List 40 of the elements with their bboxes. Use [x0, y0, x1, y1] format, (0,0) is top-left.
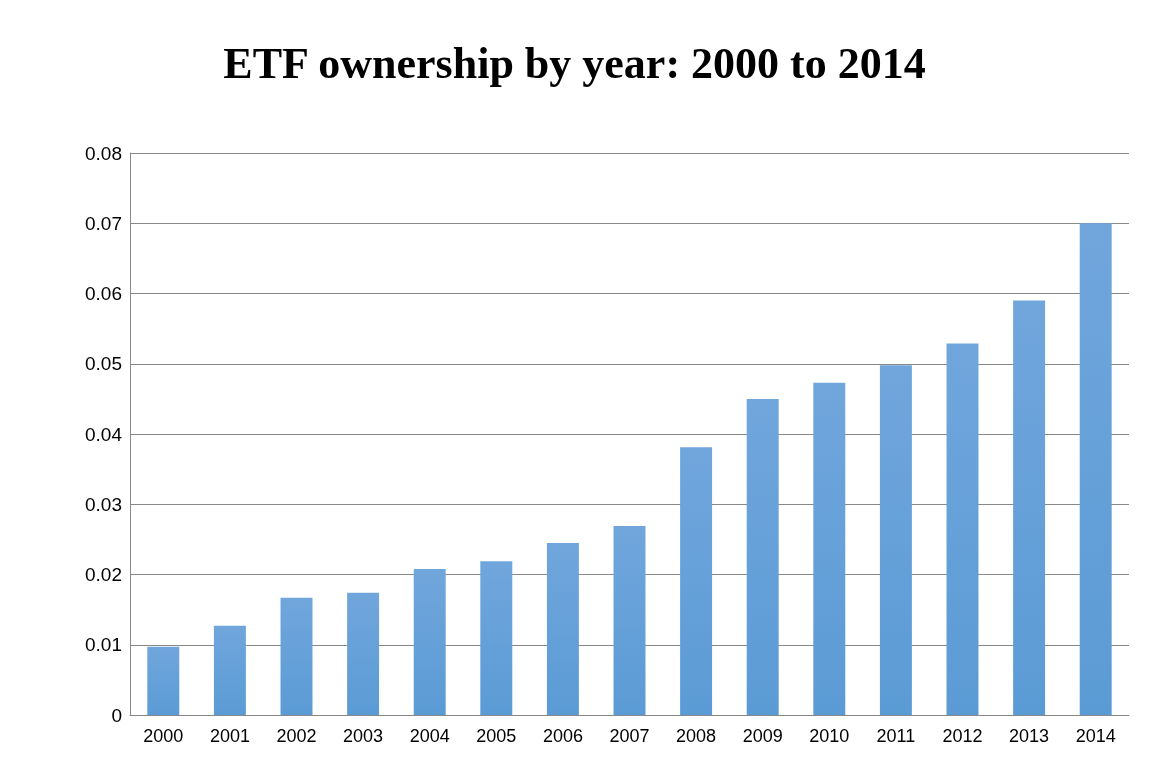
x-tick-label: 2002	[276, 726, 317, 746]
x-tick-label: 2007	[609, 726, 650, 746]
chart-title: ETF ownership by year: 2000 to 2014	[223, 38, 926, 88]
bar	[213, 625, 246, 715]
bar	[613, 526, 646, 715]
x-tick-label: 2003	[343, 726, 384, 746]
y-tick-label: 0.03	[85, 493, 122, 515]
x-tick-label: 2013	[1009, 726, 1050, 746]
x-tick-label: 2005	[476, 726, 517, 746]
x-tick-label: 2008	[676, 726, 717, 746]
y-tick-label: 0.08	[85, 142, 122, 164]
y-tick-label: 0.02	[85, 564, 122, 585]
y-tick-label: 0.06	[85, 283, 122, 304]
x-tick-label: 2001	[209, 726, 250, 746]
x-tick-label: 2011	[876, 726, 916, 746]
bar	[413, 568, 446, 715]
bar	[280, 597, 313, 715]
y-tick-label: 0.04	[85, 423, 123, 445]
x-tick-label: 2014	[1075, 726, 1116, 746]
y-tick-label: 0.05	[85, 353, 122, 375]
x-tick-label: 2000	[143, 726, 184, 746]
x-tick-label: 2010	[809, 726, 850, 746]
bar	[147, 646, 180, 715]
bar	[1079, 223, 1112, 715]
y-tick-label: 0.01	[85, 634, 122, 656]
x-tick-label: 2009	[742, 726, 783, 746]
bar	[347, 592, 380, 715]
bar	[813, 382, 846, 715]
x-tick-label: 2004	[409, 726, 450, 746]
bar	[879, 365, 912, 715]
bar	[746, 398, 779, 715]
x-tick-label: 2006	[542, 726, 583, 746]
bar	[1013, 300, 1046, 715]
bar	[546, 542, 579, 715]
y-tick-label: 0.07	[85, 212, 122, 234]
bar	[480, 561, 513, 715]
bar	[680, 447, 713, 715]
x-tick-label: 2012	[942, 726, 983, 746]
bar	[946, 343, 979, 715]
y-tick-label: 0	[111, 704, 122, 726]
